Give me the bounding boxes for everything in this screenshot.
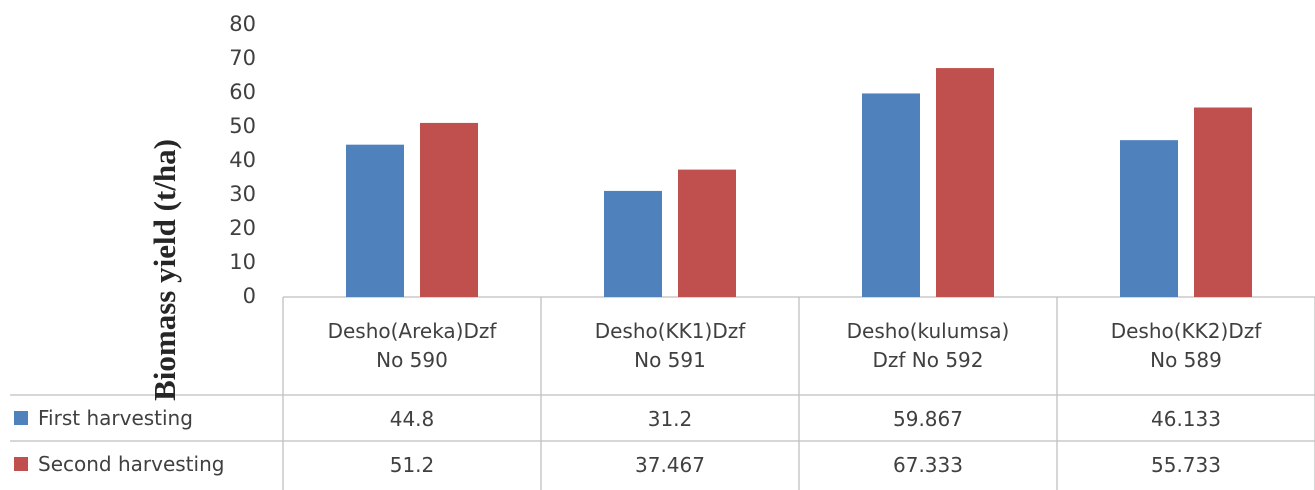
bar [1194, 107, 1252, 297]
table-value: 51.2 [389, 452, 435, 477]
table-value: 31.2 [647, 406, 693, 431]
table-value: 59.867 [893, 406, 963, 431]
bar [1120, 140, 1178, 297]
bar [678, 169, 736, 297]
y-tick-label: 20 [229, 216, 256, 240]
y-tick-label: 0 [243, 284, 256, 308]
y-axis-label: Biomass yield (t/ha) [147, 139, 182, 401]
category-label: Desho(kulumsa) Dzf No 592 [846, 319, 1010, 372]
y-tick-label: 60 [229, 80, 256, 104]
y-tick-label: 10 [229, 250, 256, 274]
y-tick-label: 30 [229, 182, 256, 206]
legend-entry: Second harvesting [14, 441, 224, 487]
legend-entry: First harvesting [14, 395, 193, 441]
y-tick-label: 80 [229, 12, 256, 36]
y-tick-label: 70 [229, 46, 256, 70]
table-value: 46.133 [1151, 406, 1221, 431]
table-value: 44.8 [389, 406, 435, 431]
category-label: Desho(Areka)Dzf No 590 [327, 319, 497, 372]
legend-swatch [14, 457, 28, 471]
legend-swatch [14, 411, 28, 425]
category-label: Desho(KK1)Dzf No 591 [594, 319, 746, 372]
bar [936, 68, 994, 297]
bar [420, 122, 478, 297]
category-label: Desho(KK2)Dzf No 589 [1110, 319, 1262, 372]
bar [346, 144, 404, 297]
table-value: 37.467 [635, 452, 705, 477]
y-tick-label: 50 [229, 114, 256, 138]
bar [862, 93, 920, 297]
y-tick-label: 40 [229, 148, 256, 172]
legend-label: Second harvesting [38, 452, 225, 476]
legend-label: First harvesting [38, 406, 193, 430]
table-value: 67.333 [893, 452, 963, 477]
table-value: 55.733 [1151, 452, 1221, 477]
bar [604, 190, 662, 297]
